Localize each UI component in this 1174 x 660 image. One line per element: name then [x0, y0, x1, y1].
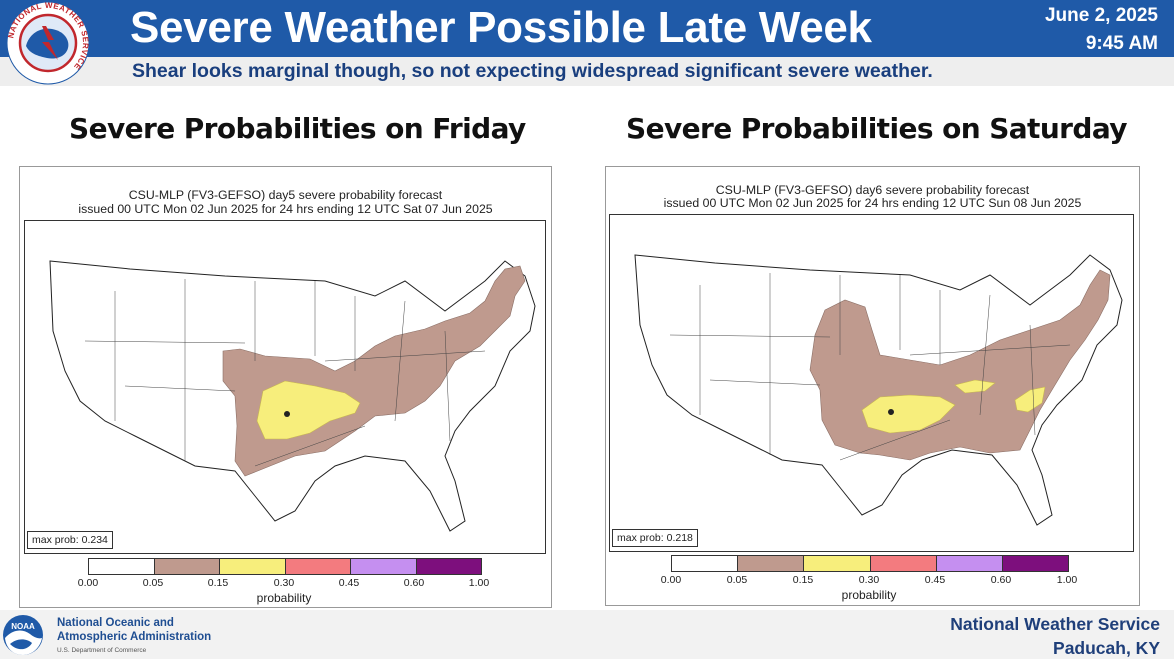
noaa-line1: National Oceanic and [57, 617, 174, 629]
map-caption-line2: issued 00 UTC Mon 02 Jun 2025 for 24 hrs… [663, 196, 1082, 210]
colorbar-title: probability [841, 588, 897, 602]
us-map-friday [25, 221, 545, 553]
datetime: June 2, 2025 9:45 AM [1045, 2, 1158, 58]
map-area-saturday: max prob: 0.218 [609, 214, 1134, 552]
map-area-friday: max prob: 0.234 [24, 220, 546, 554]
colorbar-tick: 0.30 [858, 574, 880, 586]
colorbar-tick: 0.15 [207, 577, 229, 589]
nws-line1: National Weather Service [950, 614, 1160, 634]
colorbar-bin [1002, 556, 1069, 571]
nws-line2: Paducah, KY [1053, 638, 1160, 658]
time-text: 9:45 AM [1085, 33, 1158, 54]
footer-bar [0, 610, 1174, 659]
max-prob-box: max prob: 0.218 [612, 529, 698, 547]
colorbar-bin [220, 559, 286, 574]
colorbar-bin [89, 559, 155, 574]
colorbar-tick: 0.15 [792, 574, 814, 586]
colorbar-bin [804, 556, 871, 571]
nws-logo: NATIONAL WEATHER SERVICE [6, 1, 90, 85]
colorbar-friday [88, 558, 482, 575]
noaa-logo: NOAA [3, 615, 43, 655]
colorbar-tick: 0.30 [273, 577, 295, 589]
colorbar-tick: 1.00 [1056, 574, 1078, 586]
colorbar-tick: 0.60 [403, 577, 425, 589]
header-banner [0, 0, 1174, 57]
colorbar-bin [672, 556, 739, 571]
map-panel-friday: CSU-MLP (FV3-GEFSO) day5 severe probabil… [19, 166, 552, 608]
colorbar-tick: 0.05 [142, 577, 164, 589]
noaa-logo-text: NOAA [11, 622, 35, 631]
colorbar-tick: 0.00 [77, 577, 99, 589]
colorbar-bin [154, 559, 220, 574]
map-caption-line2: issued 00 UTC Mon 02 Jun 2025 for 24 hrs… [78, 202, 493, 216]
map-caption-line1: CSU-MLP (FV3-GEFSO) day5 severe probabil… [128, 188, 443, 202]
max-prob-box: max prob: 0.234 [27, 531, 113, 549]
subtitle-bar [0, 57, 1174, 86]
colorbar-tick: 0.05 [726, 574, 748, 586]
colorbar-tick: 0.45 [338, 577, 360, 589]
panel-heading-friday: Severe Probabilities on Friday [69, 112, 526, 145]
colorbar-tick: 1.00 [468, 577, 490, 589]
colorbar-bin [870, 556, 937, 571]
colorbar-saturday [671, 555, 1069, 572]
colorbar-bin [738, 556, 805, 571]
colorbar-bin [936, 556, 1003, 571]
date-text: June 2, 2025 [1044, 5, 1158, 26]
colorbar-title: probability [256, 591, 312, 605]
noaa-line3: U.S. Department of Commerce [57, 647, 147, 654]
nws-office: National Weather Service Paducah, KY [950, 612, 1160, 660]
panel-heading-saturday: Severe Probabilities on Saturday [626, 112, 1128, 145]
us-map-saturday [610, 215, 1133, 551]
colorbar-tick: 0.45 [924, 574, 946, 586]
colorbar-tick: 0.00 [660, 574, 682, 586]
map-panel-saturday: CSU-MLP (FV3-GEFSO) day6 severe probabil… [605, 166, 1140, 606]
colorbar-bin [285, 559, 351, 574]
colorbar-bin [351, 559, 417, 574]
noaa-line2: Atmospheric Administration [57, 630, 212, 643]
noaa-name: National Oceanic and Atmospheric Adminis… [57, 617, 211, 658]
map-caption-line1: CSU-MLP (FV3-GEFSO) day6 severe probabil… [715, 183, 1030, 197]
colorbar-tick: 0.60 [990, 574, 1012, 586]
subtitle: Shear looks marginal though, so not expe… [132, 60, 933, 82]
colorbar-bin [416, 559, 481, 574]
page-title: Severe Weather Possible Late Week [130, 3, 872, 52]
